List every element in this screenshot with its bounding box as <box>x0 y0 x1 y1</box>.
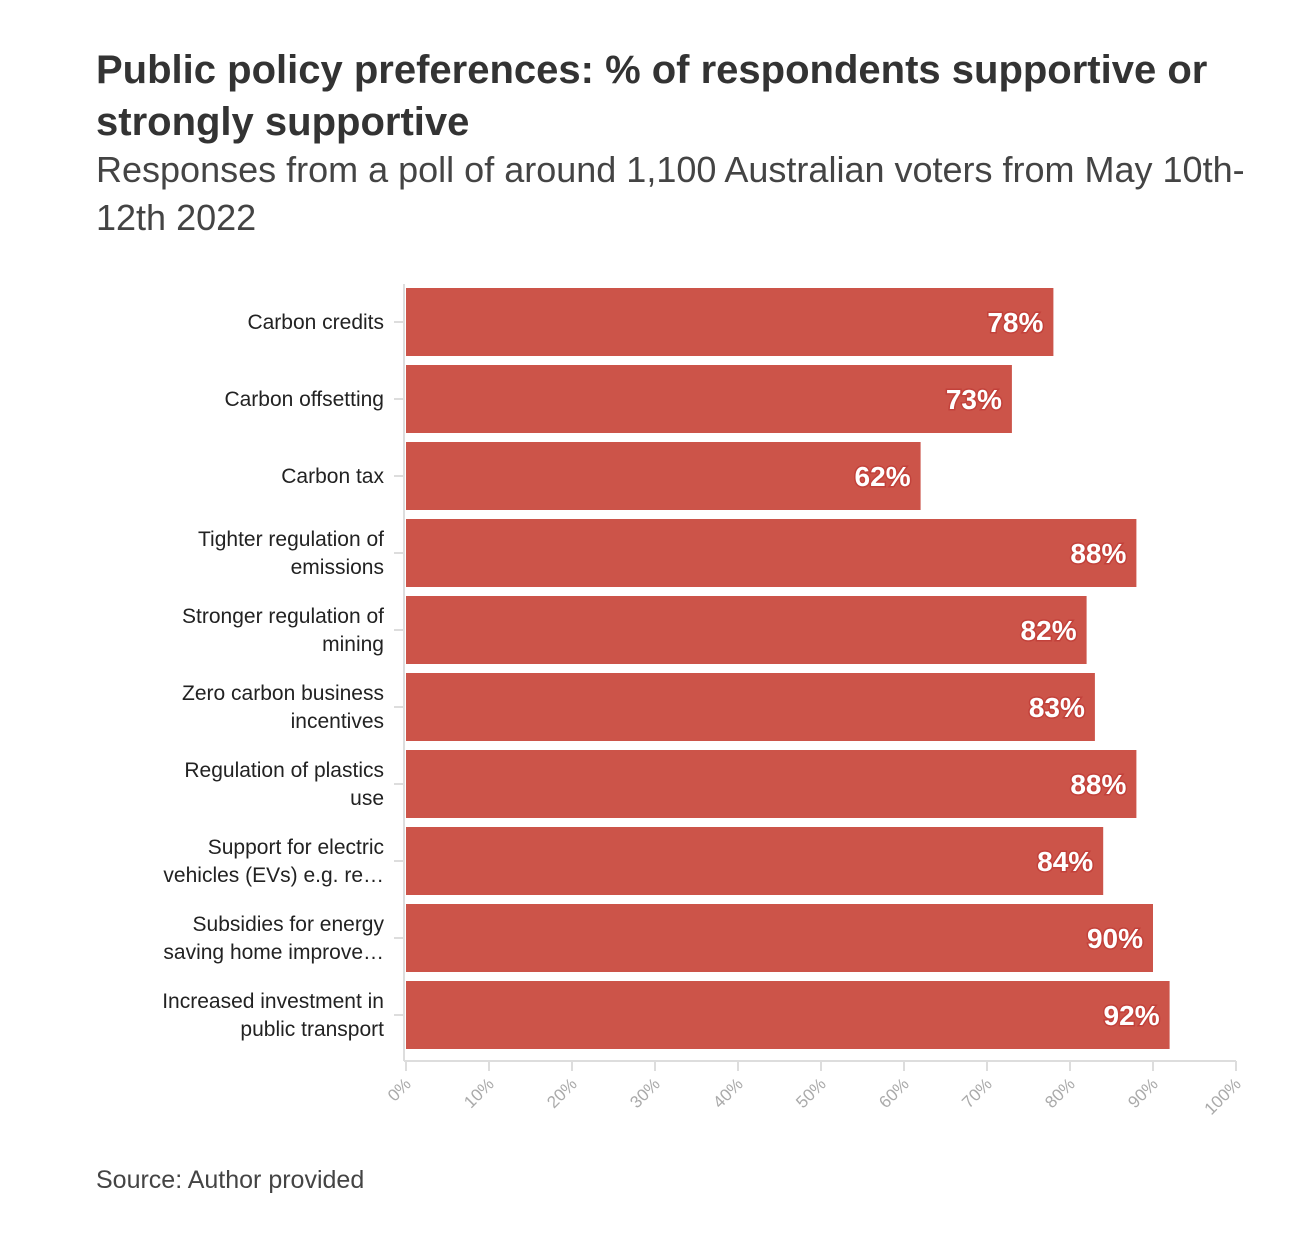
category-label-line: saving home improve… <box>163 941 384 964</box>
bar <box>406 673 1095 741</box>
bar <box>406 519 1137 587</box>
x-tick-label: 30% <box>626 1074 663 1111</box>
category-label-line: Subsidies for energy <box>193 913 385 936</box>
category-label-line: Zero carbon business <box>182 682 384 705</box>
bar <box>406 596 1087 664</box>
x-tick-label: 0% <box>384 1074 415 1105</box>
bar <box>406 365 1012 433</box>
category-label-line: Stronger regulation of <box>182 605 384 628</box>
category-label: Subsidies for energy saving home improve… <box>163 913 384 964</box>
category-label-line: Carbon credits <box>247 311 384 334</box>
bars-layer <box>406 288 1170 1049</box>
category-labels-layer: Carbon credits Carbon offsetting Carbon ta… <box>162 311 384 1041</box>
x-tick-label: 80% <box>1041 1074 1078 1111</box>
x-tick-label: 40% <box>709 1074 746 1111</box>
category-label-line: Tighter regulation of <box>198 528 384 551</box>
category-label: Carbon credits <box>247 311 384 334</box>
category-label: Support for electric vehicles (EVs) e.g. … <box>163 836 384 887</box>
value-label: 82% <box>1021 615 1077 646</box>
bar-chart: Carbon credits Carbon offsetting Carbon ta… <box>162 284 1245 1119</box>
x-tick-label: 10% <box>460 1074 497 1111</box>
x-tick-label: 20% <box>543 1074 580 1111</box>
category-label: Increased investment in public transport <box>162 990 384 1041</box>
category-label-line: Regulation of plastics <box>184 759 384 782</box>
source-note: Source: Author provided <box>96 1166 365 1194</box>
category-label-line: incentives <box>291 710 384 733</box>
category-label: Carbon offsetting <box>224 388 384 411</box>
category-label-line: emissions <box>291 556 384 579</box>
bar <box>406 750 1137 818</box>
bar <box>406 904 1153 972</box>
bar <box>406 288 1054 356</box>
category-label: Stronger regulation of mining <box>182 605 384 656</box>
category-label-line: Support for electric <box>208 836 384 859</box>
category-label-line: mining <box>322 633 384 656</box>
category-label-line: public transport <box>240 1018 384 1041</box>
chart-title: Public policy preferences: % of responde… <box>96 48 1208 144</box>
category-label-line: vehicles (EVs) e.g. re… <box>163 864 384 887</box>
bar <box>406 827 1104 895</box>
x-tick-label: 60% <box>875 1074 912 1111</box>
category-label: Regulation of plastics use <box>184 759 384 810</box>
category-label: Carbon tax <box>281 465 384 488</box>
value-label: 73% <box>946 384 1002 415</box>
category-label-line: Carbon tax <box>281 465 384 488</box>
value-label: 83% <box>1029 692 1085 723</box>
category-label-line: Increased investment in <box>162 990 384 1013</box>
category-label-line: Carbon offsetting <box>224 388 384 411</box>
value-label: 88% <box>1070 538 1126 569</box>
x-tick-label: 90% <box>1124 1074 1161 1111</box>
value-label: 62% <box>855 461 911 492</box>
value-label: 78% <box>987 307 1043 338</box>
chart-subtitle: Responses from a poll of around 1,100 Au… <box>96 149 1245 238</box>
bar <box>406 442 921 510</box>
value-label: 90% <box>1087 923 1143 954</box>
category-label: Zero carbon business incentives <box>182 682 384 733</box>
value-label: 84% <box>1037 846 1093 877</box>
value-labels-layer: 78% 73% 62% 88% 82% 83% 88% 84% 90% 92% <box>853 306 1161 1033</box>
x-tick-label: 100% <box>1201 1074 1245 1118</box>
category-label-line: use <box>350 787 384 810</box>
bar <box>406 981 1170 1049</box>
x-tick-label: 50% <box>792 1074 829 1111</box>
x-tick-label: 70% <box>958 1074 995 1111</box>
value-label: 92% <box>1104 1000 1160 1031</box>
category-label: Tighter regulation of emissions <box>198 528 384 579</box>
value-label: 88% <box>1070 769 1126 800</box>
